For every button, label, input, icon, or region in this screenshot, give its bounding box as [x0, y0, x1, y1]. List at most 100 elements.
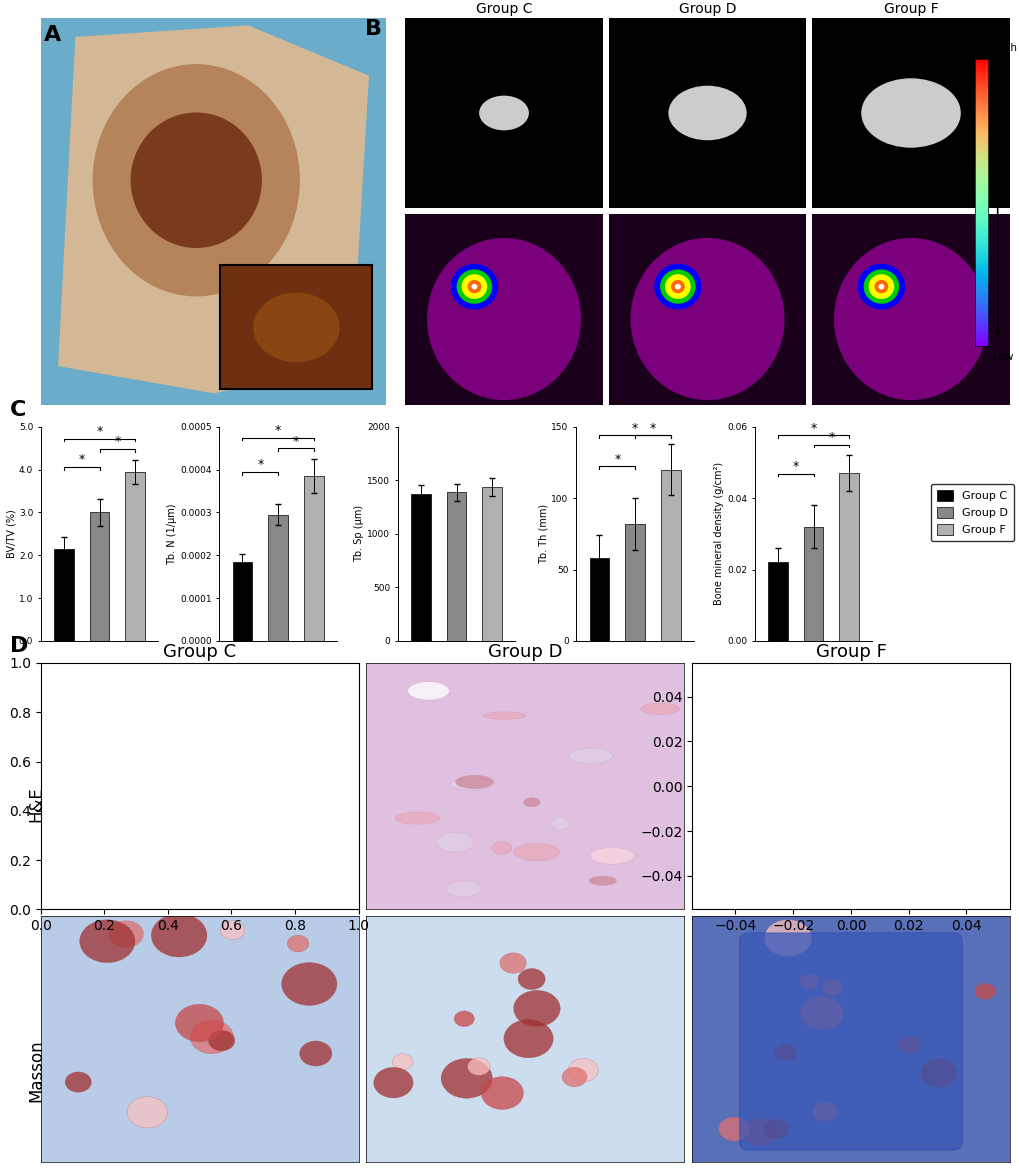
Title: Group C: Group C — [163, 643, 236, 661]
Ellipse shape — [42, 676, 84, 688]
Text: *: * — [257, 458, 263, 472]
Title: Group F: Group F — [882, 2, 937, 16]
Text: *: * — [649, 421, 655, 434]
Ellipse shape — [455, 775, 493, 789]
Ellipse shape — [262, 870, 310, 891]
Circle shape — [300, 1041, 331, 1066]
Title: Group D: Group D — [487, 643, 562, 661]
Circle shape — [281, 963, 336, 1005]
Ellipse shape — [667, 86, 746, 140]
Ellipse shape — [927, 742, 966, 753]
Text: *: * — [632, 421, 638, 434]
Text: *: * — [792, 460, 798, 473]
Text: B: B — [365, 19, 382, 39]
Circle shape — [453, 1011, 474, 1026]
Circle shape — [919, 1059, 956, 1087]
Bar — [482, 487, 501, 641]
Ellipse shape — [973, 826, 999, 842]
FancyBboxPatch shape — [739, 933, 961, 1149]
Bar — [767, 562, 787, 641]
Bar — [411, 494, 430, 641]
Title: Group F: Group F — [815, 643, 886, 661]
Ellipse shape — [394, 812, 439, 824]
Ellipse shape — [491, 842, 512, 855]
Y-axis label: Masson: Masson — [28, 1039, 46, 1101]
Circle shape — [763, 1119, 789, 1139]
Ellipse shape — [784, 869, 829, 883]
Ellipse shape — [860, 79, 960, 148]
Ellipse shape — [970, 834, 1008, 853]
Circle shape — [499, 953, 526, 973]
Ellipse shape — [877, 284, 883, 290]
Circle shape — [518, 969, 545, 990]
Text: Low: Low — [993, 352, 1013, 362]
Circle shape — [974, 984, 995, 999]
Circle shape — [568, 1059, 598, 1082]
Circle shape — [151, 913, 207, 957]
Ellipse shape — [863, 269, 899, 304]
Text: *: * — [827, 431, 834, 444]
Ellipse shape — [943, 720, 979, 729]
Ellipse shape — [942, 815, 964, 835]
Ellipse shape — [93, 65, 300, 296]
Ellipse shape — [482, 711, 526, 720]
Ellipse shape — [129, 776, 162, 787]
Circle shape — [65, 1072, 92, 1092]
Circle shape — [373, 1067, 413, 1098]
Text: *: * — [114, 436, 120, 448]
Circle shape — [561, 1067, 586, 1087]
Title: Group D: Group D — [678, 2, 736, 16]
Ellipse shape — [435, 832, 474, 852]
Polygon shape — [58, 26, 369, 393]
Ellipse shape — [857, 264, 904, 310]
Circle shape — [897, 1035, 920, 1053]
Ellipse shape — [457, 269, 492, 304]
Title: Group C: Group C — [475, 2, 532, 16]
Circle shape — [513, 991, 559, 1026]
Ellipse shape — [256, 680, 301, 697]
Ellipse shape — [449, 778, 494, 790]
Text: High: High — [993, 43, 1016, 53]
Ellipse shape — [55, 819, 84, 831]
Ellipse shape — [445, 880, 481, 897]
Text: *: * — [613, 453, 620, 466]
Bar — [54, 549, 73, 641]
Circle shape — [440, 1059, 492, 1099]
Ellipse shape — [551, 817, 569, 830]
Circle shape — [773, 1044, 796, 1061]
Circle shape — [190, 1020, 233, 1054]
Bar — [268, 514, 287, 641]
Ellipse shape — [739, 805, 779, 825]
Ellipse shape — [144, 677, 183, 695]
Ellipse shape — [462, 275, 487, 299]
Bar — [304, 477, 323, 641]
Ellipse shape — [868, 275, 894, 299]
Bar — [232, 561, 252, 641]
Bar — [90, 513, 109, 641]
Text: *: * — [78, 453, 85, 466]
Circle shape — [763, 919, 811, 957]
Ellipse shape — [873, 279, 888, 294]
Bar — [589, 558, 608, 641]
Circle shape — [391, 1054, 413, 1070]
Ellipse shape — [253, 292, 339, 363]
Y-axis label: Tb. Th (mm): Tb. Th (mm) — [538, 504, 548, 564]
Ellipse shape — [130, 113, 262, 248]
Y-axis label: Tb. N (1/μm): Tb. N (1/μm) — [167, 504, 177, 565]
Circle shape — [467, 1058, 490, 1075]
Circle shape — [287, 935, 309, 952]
Text: A: A — [44, 26, 61, 46]
Ellipse shape — [640, 703, 679, 715]
Ellipse shape — [151, 668, 181, 690]
Ellipse shape — [162, 885, 208, 903]
Ellipse shape — [742, 824, 781, 846]
Ellipse shape — [479, 95, 529, 130]
Bar — [839, 473, 858, 641]
Circle shape — [220, 920, 245, 939]
Ellipse shape — [408, 682, 448, 700]
Ellipse shape — [653, 264, 701, 310]
Text: C: C — [10, 400, 26, 420]
Text: *: * — [275, 424, 281, 437]
Circle shape — [799, 974, 819, 990]
Ellipse shape — [758, 668, 805, 684]
